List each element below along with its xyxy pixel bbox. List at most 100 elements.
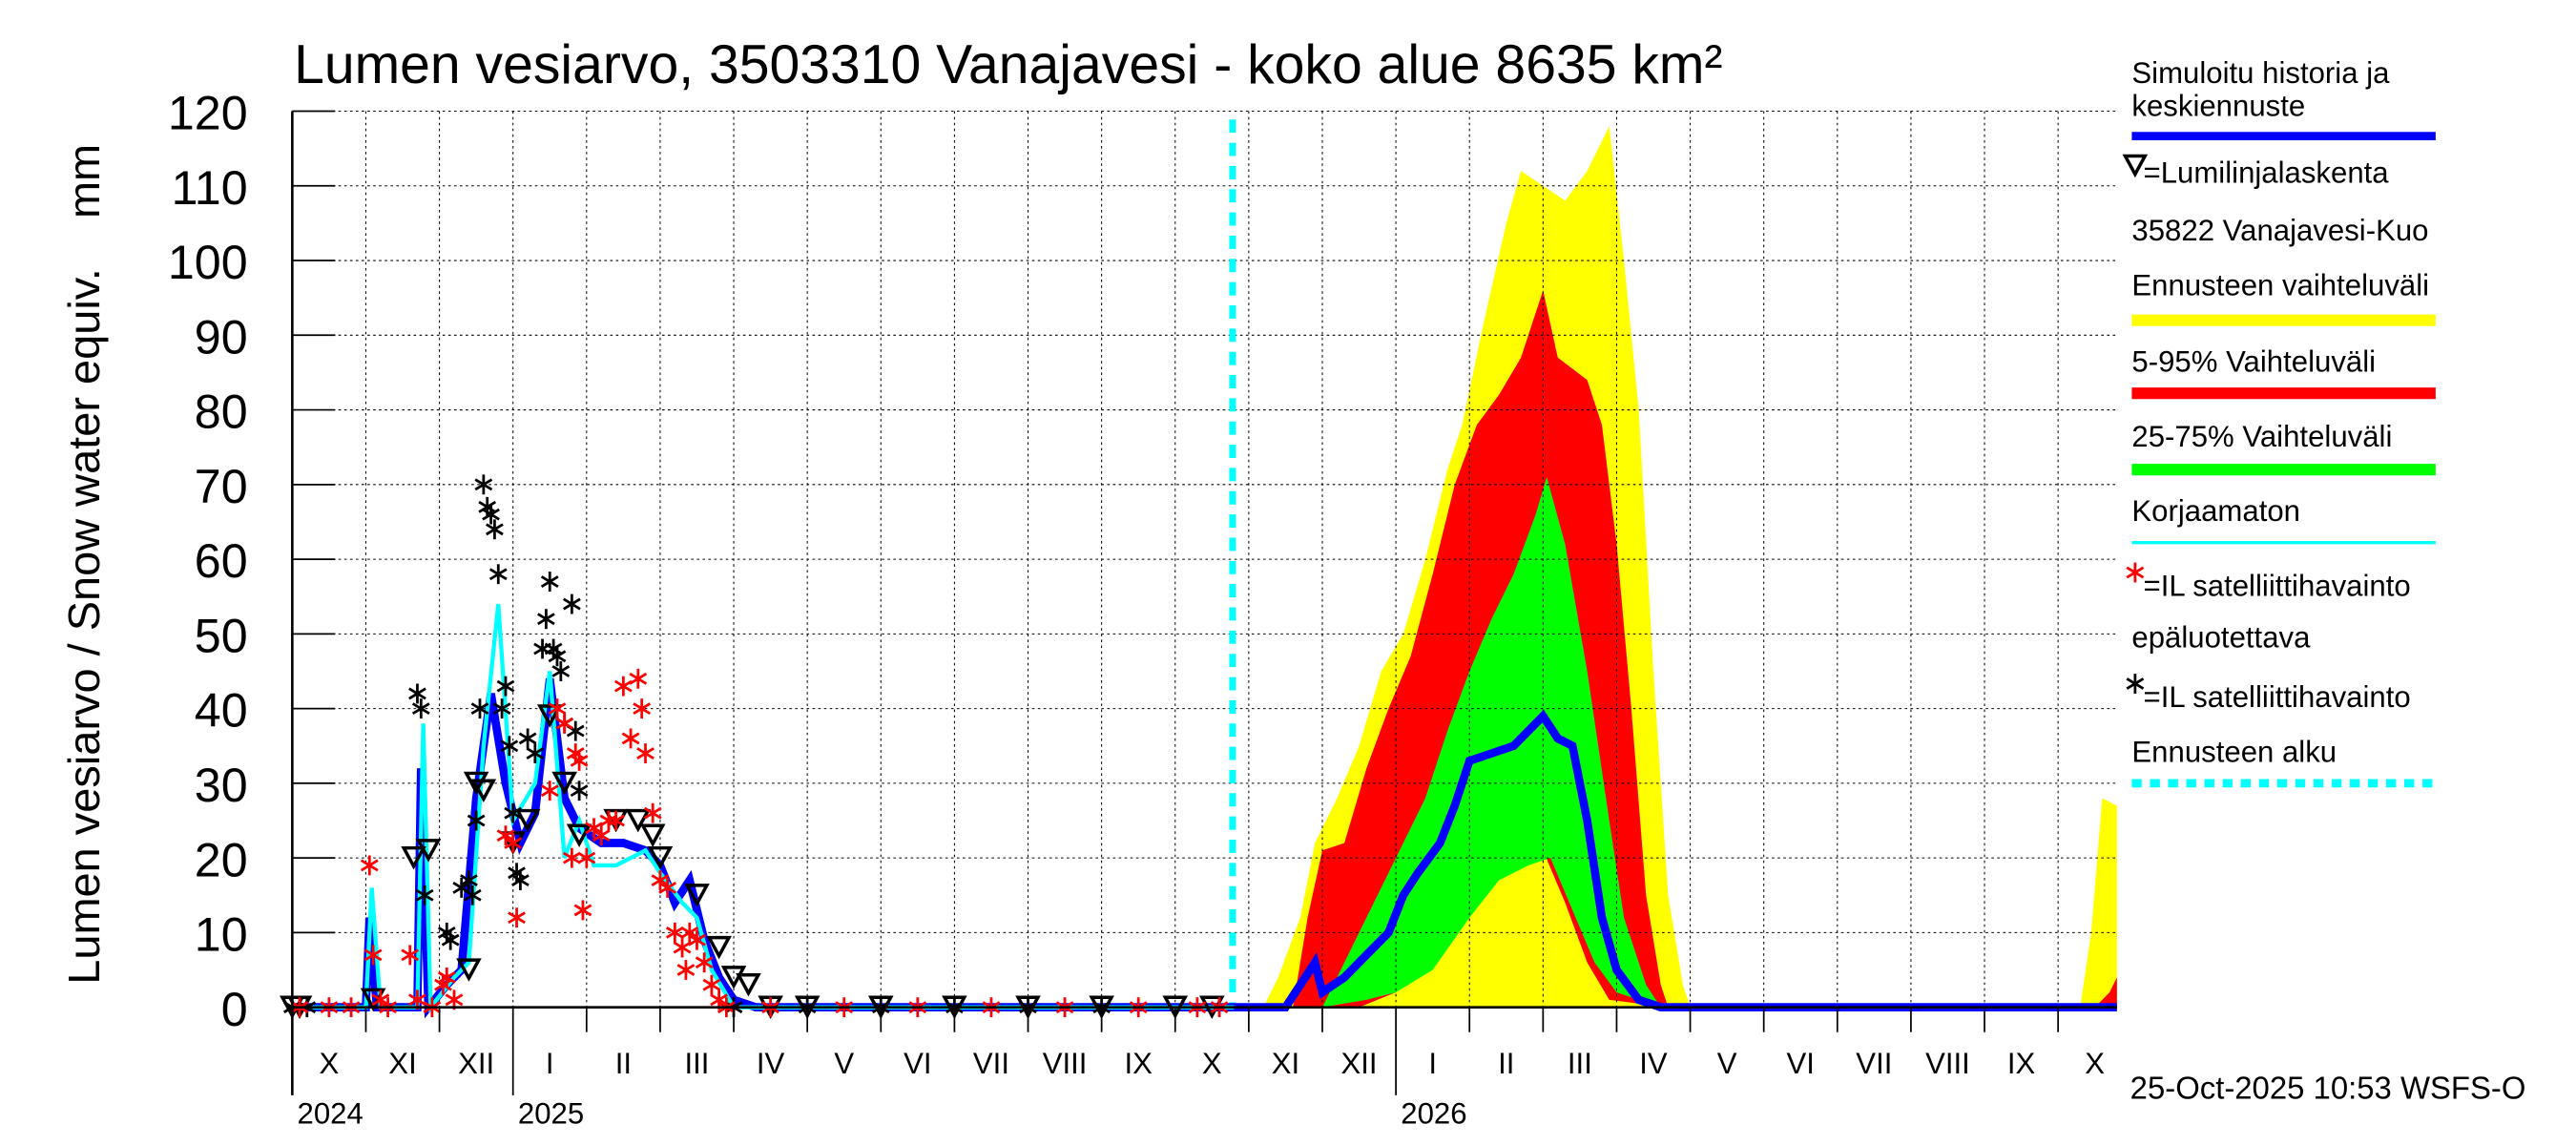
y-tick-label: 60	[195, 533, 248, 588]
month-label: I	[1428, 1047, 1437, 1080]
y-tick-label: 90	[195, 309, 248, 364]
triangle-marker	[401, 845, 426, 870]
star-stroke	[695, 956, 714, 969]
star-stroke	[566, 724, 585, 738]
star-stroke	[460, 874, 478, 887]
star-stroke	[540, 575, 559, 588]
star-stroke	[445, 993, 464, 1007]
black-star-marker	[486, 519, 504, 540]
star-stroke	[478, 500, 497, 513]
y-tick-label: 10	[195, 906, 248, 961]
star-stroke	[577, 851, 596, 864]
star-stroke	[364, 948, 383, 962]
star-stroke	[621, 732, 640, 745]
legend-label: 5-95% Vaihteluväli	[2131, 344, 2376, 378]
legend-label: epäluotettava	[2131, 620, 2311, 654]
star-stroke	[492, 702, 511, 716]
star-stroke	[496, 829, 515, 843]
star-stroke	[544, 642, 563, 656]
month-label: VI	[904, 1047, 931, 1080]
triangle-marker	[456, 958, 482, 982]
red-star-marker	[695, 952, 714, 973]
black-star-marker	[537, 609, 555, 630]
star-stroke	[411, 702, 430, 716]
month-label: VIII	[1925, 1047, 1970, 1080]
band-25-75-	[1321, 477, 1661, 1008]
star-stroke	[573, 904, 592, 917]
red-star-marker	[364, 945, 383, 966]
legend-label: 35822 Vanajavesi-Kuo	[2131, 214, 2428, 247]
star-stroke	[665, 926, 684, 939]
black-star-marker	[482, 504, 500, 525]
red-star-marker	[676, 960, 696, 980]
legend-label: 25-75% Vaihteluväli	[2131, 420, 2392, 453]
star-stroke	[463, 888, 482, 902]
star-stroke	[540, 784, 559, 798]
triangle-marker	[736, 973, 761, 997]
black-star-marker	[474, 474, 493, 495]
star-stroke	[441, 933, 460, 947]
star-stroke	[607, 814, 626, 827]
star-stroke	[486, 523, 504, 536]
red-star-marker	[680, 922, 699, 943]
y-tick-label: 80	[195, 385, 248, 439]
month-label: XI	[1272, 1047, 1299, 1080]
star-stroke	[570, 784, 589, 798]
red-star-marker	[633, 698, 652, 719]
month-label: VII	[973, 1047, 1009, 1080]
month-label: VI	[1787, 1047, 1815, 1080]
red-star-marker	[651, 870, 670, 891]
red-star-marker	[665, 922, 684, 943]
black-star-marker	[526, 743, 545, 763]
black-star-marker	[467, 810, 486, 831]
star-stroke	[467, 814, 486, 827]
red-star-marker	[573, 900, 592, 921]
month-label: VIII	[1043, 1047, 1088, 1080]
star-stroke	[2126, 566, 2145, 579]
star-stroke	[408, 993, 426, 1007]
star-stroke	[636, 747, 654, 760]
black-star-marker	[511, 870, 530, 891]
black-star-marker	[408, 683, 426, 704]
red-star-marker	[570, 750, 589, 771]
star-stroke	[504, 837, 523, 849]
y-tick-label: 100	[168, 235, 248, 289]
star-stroke	[680, 926, 699, 939]
star-stroke	[688, 933, 706, 947]
legend-label: keskiennuste	[2131, 90, 2305, 123]
month-label: X	[1202, 1047, 1222, 1080]
black-star-marker	[570, 781, 589, 802]
star-stroke	[651, 874, 670, 887]
star-stroke	[508, 866, 526, 880]
star-stroke	[488, 568, 508, 581]
month-label: V	[834, 1047, 854, 1080]
black-star-marker	[460, 870, 478, 891]
y-tick-label: 120	[168, 86, 248, 140]
red-star-marker	[437, 967, 456, 988]
red-star-marker	[508, 907, 526, 928]
month-label: XI	[388, 1047, 416, 1080]
legend-star-icon	[2126, 674, 2145, 694]
star-stroke	[710, 993, 728, 1007]
star-stroke	[633, 702, 652, 716]
star-stroke	[673, 941, 692, 954]
black-star-marker	[496, 676, 515, 697]
y-tick-label: 0	[221, 982, 248, 1036]
month-label: II	[1498, 1047, 1514, 1080]
year-label: 2026	[1401, 1096, 1466, 1130]
star-stroke	[563, 597, 581, 611]
star-stroke	[702, 978, 721, 991]
red-star-marker	[540, 781, 559, 802]
legend-label: =IL satelliittihavainto	[2144, 680, 2411, 714]
y-axis-label: Lumen vesiarvo / Snow water equiv. mm	[59, 144, 109, 985]
star-stroke	[548, 702, 567, 716]
triangle-marker	[639, 823, 666, 847]
triangle-marker	[566, 823, 592, 847]
star-stroke	[629, 672, 648, 685]
legend-label: Korjaamaton	[2131, 494, 2300, 528]
year-label: 2024	[298, 1096, 364, 1130]
month-label: XII	[1341, 1047, 1378, 1080]
black-star-marker	[563, 593, 581, 614]
red-star-marker	[577, 847, 596, 868]
